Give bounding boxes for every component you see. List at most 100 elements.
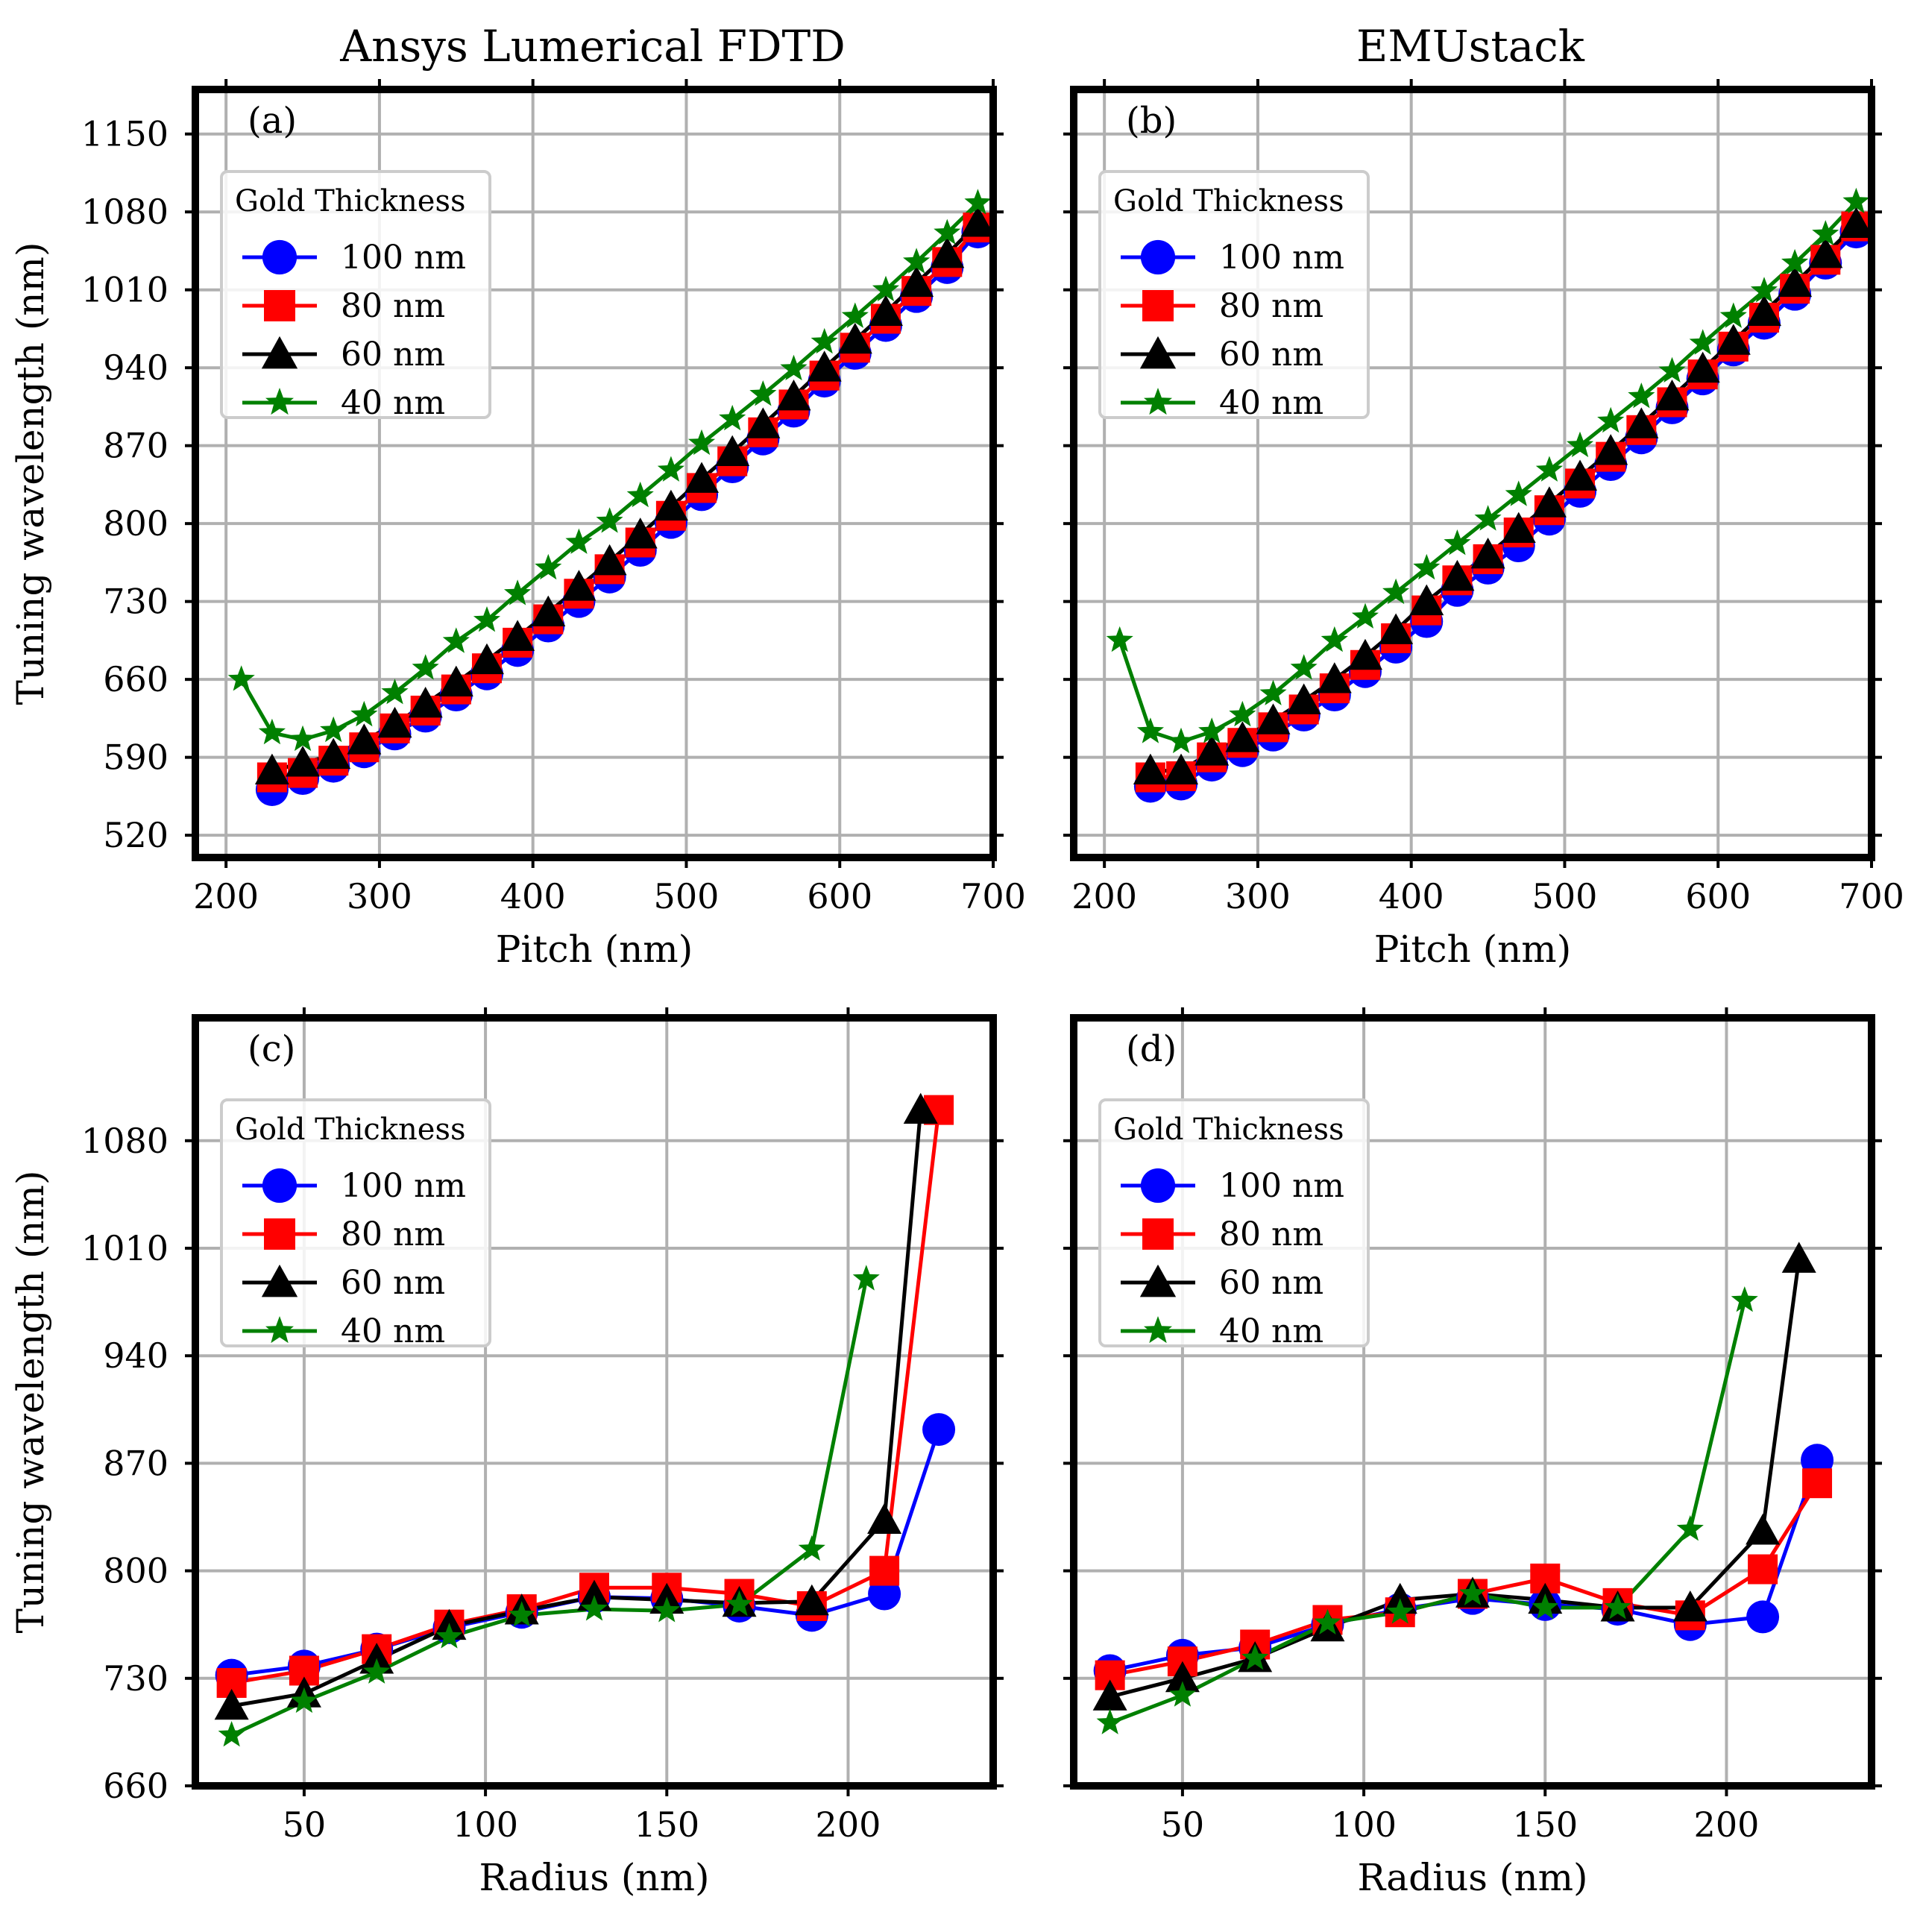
data-point-40nm <box>1567 431 1594 458</box>
data-point-60nm <box>561 570 597 601</box>
data-point-40nm <box>1386 1598 1414 1624</box>
y-tick-label: 1080 <box>81 1121 169 1161</box>
data-point-80nm <box>869 1555 900 1586</box>
data-point-40nm <box>1168 727 1195 754</box>
data-point-60nm <box>1409 584 1444 616</box>
data-point-40nm <box>1413 553 1441 580</box>
data-point-60nm <box>531 595 566 626</box>
data-point-40nm <box>1658 356 1686 383</box>
data-point-40nm <box>508 1601 535 1627</box>
legend-title: Gold Thickness <box>1113 184 1344 218</box>
legend-marker-80nm <box>1142 290 1174 321</box>
legend: Gold Thickness 100 nm 80 nm 60 nm 40 nm <box>220 1098 491 1350</box>
y-tick-label: 730 <box>103 582 169 622</box>
y-axis-label: Tuning wavelength (nm) <box>9 1171 52 1634</box>
data-point-60nm <box>347 723 382 755</box>
panel-a: 200 300 400 500 600 700 520 590 660 730 800 870 940 1… <box>9 79 1026 971</box>
legend-entry-60nm: 60 nm <box>1219 336 1323 374</box>
x-tick-label: 500 <box>1532 876 1598 916</box>
series-line-40nm <box>230 1278 869 1737</box>
data-point-60nm <box>960 206 993 237</box>
data-point-60nm <box>903 1092 938 1124</box>
data-point-40nm <box>626 481 654 508</box>
panel-label: (c) <box>248 1028 295 1070</box>
data-point-100nm <box>922 1413 956 1447</box>
legend-entry-40nm: 40 nm <box>341 1312 445 1350</box>
x-tick-label: 200 <box>1694 1804 1760 1845</box>
data-point-60nm <box>286 746 321 777</box>
data-point-40nm <box>473 606 500 632</box>
data-point-40nm <box>1474 505 1502 531</box>
data-point-40nm <box>872 275 899 302</box>
x-tick-label: 50 <box>1161 1804 1205 1845</box>
data-point-60nm <box>746 407 781 438</box>
data-point-60nm <box>469 643 504 675</box>
data-point-60nm <box>867 1503 902 1535</box>
data-point-60nm <box>1808 236 1843 268</box>
y-tick-label: 1010 <box>81 270 169 310</box>
legend-marker-60nm <box>1139 1264 1177 1297</box>
legend-entry-60nm: 60 nm <box>1219 1264 1323 1302</box>
series-line-40nm <box>1109 1300 1747 1725</box>
legend-entry-60nm: 60 nm <box>341 336 445 374</box>
data-point-40nm <box>1731 1286 1758 1312</box>
legend-marker-80nm <box>1142 1218 1174 1250</box>
y-tick-label: 660 <box>103 1766 169 1806</box>
x-tick-label: 400 <box>1379 876 1444 916</box>
data-point-60nm <box>930 236 965 268</box>
data-point-40nm <box>381 679 409 705</box>
data-point-60nm <box>715 435 750 467</box>
x-tick-label: 100 <box>453 1804 518 1845</box>
data-point-40nm <box>719 404 746 431</box>
data-point-40nm <box>1676 1515 1704 1541</box>
data-point-40nm <box>1259 679 1287 705</box>
legend-title: Gold Thickness <box>1113 1113 1344 1147</box>
data-point-60nm <box>776 380 811 411</box>
plot-frame <box>192 1014 997 1790</box>
x-tick-label: 100 <box>1331 1804 1397 1845</box>
data-point-100nm <box>1746 1600 1780 1634</box>
x-tick-label: 300 <box>347 876 412 916</box>
legend-title: Gold Thickness <box>235 1113 466 1147</box>
column-title-left: Ansys Lumerical FDTD <box>339 21 845 72</box>
data-point-60nm <box>214 1688 249 1720</box>
data-point-60nm <box>1672 1590 1707 1622</box>
x-axis-label: Radius (nm) <box>479 1856 710 1899</box>
panel-b: 200 300 400 500 600 700 (b) Pitch (nm) Gold Thic… <box>1063 79 1904 971</box>
data-point-40nm <box>1532 1593 1559 1620</box>
x-tick-label: 200 <box>816 1804 881 1845</box>
legend-entry-80nm: 80 nm <box>1219 1215 1323 1253</box>
data-point-60nm <box>1317 662 1352 693</box>
data-point-60nm <box>1195 734 1230 766</box>
x-tick-label: 150 <box>634 1804 699 1845</box>
panel-label: (d) <box>1126 1028 1177 1070</box>
data-point-40nm <box>1136 717 1164 743</box>
data-point-60nm <box>1624 407 1659 438</box>
legend-marker-80nm <box>264 1218 295 1250</box>
data-point-60nm <box>684 462 720 493</box>
data-point-40nm <box>811 327 838 354</box>
x-axis-label: Pitch (nm) <box>1374 928 1571 971</box>
data-point-40nm <box>688 429 716 456</box>
series-line-100nm <box>231 1429 941 1678</box>
data-point-40nm <box>1505 480 1532 506</box>
plot-frame <box>192 86 997 861</box>
data-point-40nm <box>1229 700 1256 727</box>
series-group <box>227 189 993 806</box>
data-point-40nm <box>1314 1608 1341 1634</box>
data-point-60nm <box>592 544 627 576</box>
data-point-40nm <box>580 1595 608 1621</box>
data-point-40nm <box>435 1623 463 1649</box>
data-point-60nm <box>1532 486 1567 517</box>
data-point-40nm <box>1535 456 1563 482</box>
data-point-60nm <box>1655 380 1690 411</box>
data-point-60nm <box>794 1584 829 1616</box>
data-point-40nm <box>1351 602 1379 629</box>
legend: Gold Thickness 100 nm 80 nm 60 nm 40 nm <box>220 170 491 422</box>
data-point-60nm <box>1379 613 1414 644</box>
y-axis-label: Tuning wavelength (nm) <box>9 242 52 705</box>
data-point-60nm <box>1286 683 1321 714</box>
data-point-40nm <box>1628 383 1655 409</box>
data-point-60nm <box>500 620 535 651</box>
data-point-40nm <box>1321 626 1348 652</box>
